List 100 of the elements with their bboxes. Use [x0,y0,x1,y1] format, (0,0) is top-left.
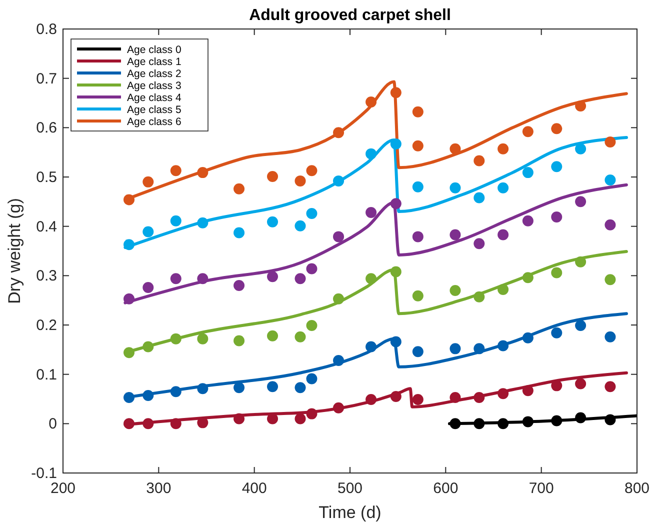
point [390,391,402,402]
point [234,413,245,424]
point [366,341,377,352]
point [498,388,509,400]
point [551,211,562,222]
point [170,333,182,344]
point [124,239,135,250]
point [234,335,245,346]
point [474,192,485,204]
point [498,229,509,240]
point [551,123,562,134]
y-tick-label: 0.8 [36,21,57,38]
point [604,414,616,426]
point [142,418,154,430]
point [306,165,318,176]
point [390,198,402,210]
point [366,148,377,160]
point [390,266,402,278]
point [522,126,534,138]
point [170,418,182,430]
point [306,373,318,384]
point [498,418,509,430]
legend-label: Age class 5 [127,104,182,116]
point [306,408,318,420]
point [294,413,306,424]
y-tick-label: 0.2 [36,317,57,334]
point [124,194,135,206]
x-tick-label: 800 [624,480,650,497]
point [390,87,402,98]
point [575,196,586,208]
point [551,415,562,426]
point [522,385,534,396]
point [170,215,182,226]
point [474,392,485,404]
point [522,332,534,344]
legend-label: Age class 6 [127,116,182,128]
point [474,155,485,166]
point [575,143,586,154]
point [124,418,135,430]
x-tick-label: 200 [50,480,76,497]
point [575,320,586,331]
line-series [124,183,628,304]
point [604,381,616,392]
point [604,136,616,148]
y-tick-label: 0 [48,416,57,433]
point [498,340,509,352]
legend-label: Age class 3 [127,80,182,92]
point [498,284,509,295]
point [522,215,534,226]
point [575,378,586,390]
x-axis-title: Time (d) [318,503,382,522]
point [604,274,616,286]
y-axis-title: Dry weight (g) [5,198,24,304]
point [294,175,306,186]
point [197,167,208,178]
point [604,174,616,186]
point [294,382,306,394]
point [267,271,278,282]
point [474,291,485,302]
point [450,284,461,296]
point [575,256,586,268]
point [551,380,562,392]
point [333,127,344,138]
point [412,394,424,405]
legend-label: Age class 4 [127,92,182,104]
point [333,355,344,366]
point [412,290,424,302]
y-tick-label: 0.1 [36,366,57,384]
point [267,381,278,392]
y-tick-label: 0.6 [36,120,57,137]
point [234,280,245,292]
y-tick-label: 0.3 [36,268,57,285]
x-tick-label: 700 [528,480,554,497]
point [575,412,586,424]
point [412,140,424,152]
point [412,231,424,242]
point [234,183,245,194]
point [197,333,208,344]
point [170,273,182,284]
point [234,382,245,394]
point [366,394,377,405]
point [450,343,461,354]
chart-title: Adult grooved carpet shell [249,7,451,24]
point [170,165,182,176]
x-tick-label: 300 [146,480,172,497]
point [450,182,461,194]
point [522,272,534,284]
point [522,416,534,428]
point [142,282,154,294]
point [575,100,586,112]
point [294,331,306,342]
point [294,273,306,284]
point [333,402,344,414]
point [390,138,402,150]
point [450,143,461,154]
point [604,331,616,342]
point [551,161,562,172]
point [142,390,154,402]
point [474,343,485,354]
point [498,143,509,154]
